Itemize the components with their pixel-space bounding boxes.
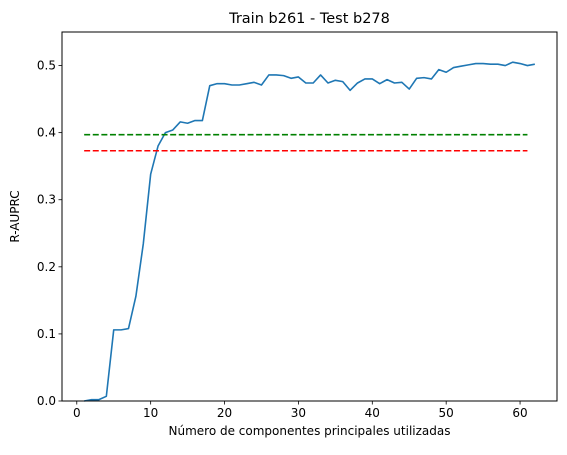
- y-tick-label: 0.3: [37, 193, 56, 207]
- x-tick-label: 20: [217, 406, 232, 420]
- x-tick-label: 50: [439, 406, 454, 420]
- y-axis-ticks: 0.0 0.1 0.2 0.3 0.4 0.5: [37, 59, 62, 408]
- x-tick-label: 10: [143, 406, 158, 420]
- plot-area: 0 10 20 30 40 50 60 0.0 0.1 0.2 0.3 0.4 0.5: [37, 31, 558, 420]
- x-axis-ticks: 0 10 20 30 40 50 60: [73, 401, 528, 420]
- x-axis-label: Número de componentes principales utiliz…: [169, 424, 451, 438]
- series-layer: [84, 61, 535, 402]
- chart-title: Train b261 - Test b278: [228, 11, 390, 27]
- plot-background: [62, 32, 557, 401]
- x-tick-label: 0: [73, 406, 81, 420]
- y-tick-label: 0.0: [37, 394, 56, 408]
- axes-frame: [61, 31, 558, 402]
- x-tick-label: 40: [365, 406, 380, 420]
- y-axis-label: R-AUPRC: [8, 190, 22, 242]
- x-tick-label: 30: [291, 406, 306, 420]
- y-tick-label: 0.2: [37, 260, 56, 274]
- x-tick-label: 60: [512, 406, 527, 420]
- y-tick-label: 0.1: [37, 327, 56, 341]
- y-tick-label: 0.4: [37, 126, 56, 140]
- series-line-0: [84, 61, 535, 402]
- y-tick-label: 0.5: [37, 59, 56, 73]
